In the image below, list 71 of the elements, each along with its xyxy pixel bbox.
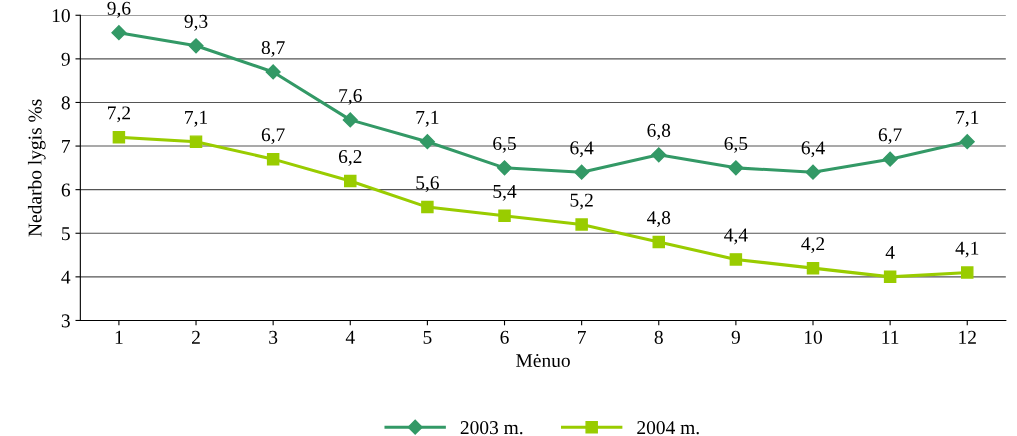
point [111,25,127,41]
y-tick-label: 8 [61,96,70,110]
y-tick-label: 9 [61,52,70,66]
x-tick-label: 12 [959,330,976,344]
data-label: 5,6 [416,176,439,193]
point [883,270,897,284]
data-label: 5,2 [570,193,593,210]
point [961,266,974,279]
point [266,152,280,166]
data-label: 9,3 [184,14,208,31]
x-tick-label: 3 [269,330,278,344]
y-axis-title: Nedarbo lygis %s [27,99,46,237]
data-label: 9,6 [107,1,131,18]
data-label: 7,1 [185,110,208,127]
point [882,151,898,167]
data-label: 6,5 [724,136,748,153]
x-tick-label: 9 [731,330,740,344]
data-label: 4,1 [955,241,979,258]
data-label: 6,7 [261,128,285,145]
y-tick-label: 5 [62,227,70,241]
point [652,235,666,249]
legend-label: 2004 m. [637,421,699,435]
data-label: 6,2 [338,150,362,166]
point [342,112,358,128]
x-tick-label: 5 [423,330,432,344]
data-label: 4 [885,246,895,259]
point [806,261,820,275]
data-label: 6,7 [878,128,902,145]
point [728,160,744,176]
x-tick-label: 6 [500,330,509,344]
x-tick-label: 8 [654,330,663,344]
data-label: 8,7 [261,40,285,57]
data-label: 7,1 [956,110,979,127]
point [575,218,588,231]
data-label: 7,2 [108,106,130,123]
y-tick-label: 3 [61,314,70,328]
x-tick-label: 11 [882,330,899,344]
point [419,134,435,150]
legend-label: 2003 m. [460,421,523,435]
point [421,200,434,214]
point [188,38,204,54]
data-label: 4,4 [724,228,748,245]
data-label: 7,1 [416,110,439,127]
point [729,253,743,266]
data-label: 7,6 [339,88,362,105]
x-tick-label: 7 [578,330,586,344]
x-axis-title: Mėnuo [516,353,570,368]
point [496,160,513,176]
data-label: 6,8 [647,123,671,140]
point [498,209,511,223]
x-tick-label: 4 [345,330,355,344]
y-tick-label: 6 [61,183,71,197]
point [574,164,590,180]
data-label: 6,4 [801,141,825,158]
point [805,164,821,180]
data-label: 6,5 [493,136,516,153]
y-tick-label: 7 [62,140,71,153]
x-tick-label: 2 [192,330,200,344]
x-tick-label: 1 [115,330,123,344]
x-tick-label: 10 [805,330,822,344]
data-label: 4,2 [801,237,825,254]
data-label: 4,8 [646,211,671,227]
point [959,134,975,150]
point [651,147,667,163]
point [189,135,203,148]
y-tick-label: 4 [61,270,71,284]
point [112,131,126,144]
data-label: 6,4 [570,141,594,158]
y-tick-label: 10 [52,9,70,23]
point [344,174,357,188]
point [265,64,281,80]
